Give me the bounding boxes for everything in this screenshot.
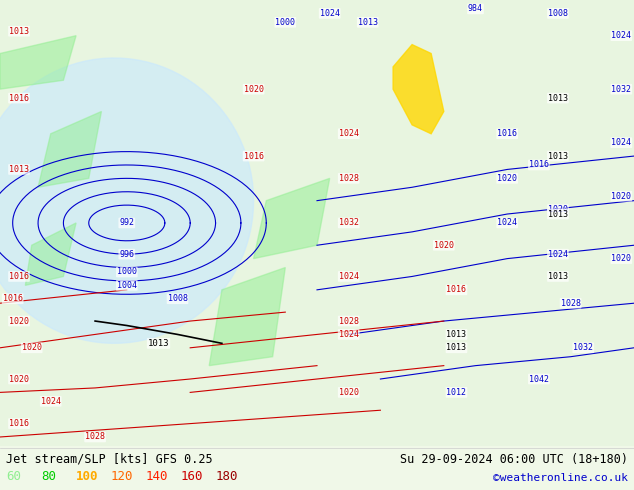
Text: 80: 80 bbox=[41, 470, 56, 483]
Text: 100: 100 bbox=[76, 470, 98, 483]
Text: Su 29-09-2024 06:00 UTC (18+180): Su 29-09-2024 06:00 UTC (18+180) bbox=[399, 453, 628, 466]
Text: 1024: 1024 bbox=[497, 219, 517, 227]
Text: 1028: 1028 bbox=[85, 433, 105, 441]
Text: 1024: 1024 bbox=[339, 129, 359, 138]
Text: 1024: 1024 bbox=[320, 9, 340, 18]
Text: 1000: 1000 bbox=[275, 18, 295, 27]
Text: 1020: 1020 bbox=[434, 241, 454, 250]
Text: 1000: 1000 bbox=[117, 268, 137, 276]
Text: 1013: 1013 bbox=[9, 27, 29, 36]
Text: 1024: 1024 bbox=[548, 250, 568, 259]
Polygon shape bbox=[209, 268, 285, 366]
Polygon shape bbox=[254, 178, 330, 259]
Text: 60: 60 bbox=[6, 470, 22, 483]
Text: 1012: 1012 bbox=[446, 388, 467, 397]
Polygon shape bbox=[0, 36, 76, 89]
Text: 1016: 1016 bbox=[446, 285, 467, 294]
Text: 1028: 1028 bbox=[339, 174, 359, 183]
Text: 1016: 1016 bbox=[9, 419, 29, 428]
Text: 992: 992 bbox=[119, 219, 134, 227]
Text: 1013: 1013 bbox=[9, 165, 29, 174]
Text: 1004: 1004 bbox=[117, 281, 137, 290]
Text: 1013: 1013 bbox=[548, 210, 568, 219]
Text: 1013: 1013 bbox=[446, 330, 467, 339]
Text: 1013: 1013 bbox=[548, 272, 568, 281]
Text: 1020: 1020 bbox=[611, 254, 631, 263]
Text: 1020: 1020 bbox=[339, 388, 359, 397]
Text: 1013: 1013 bbox=[548, 151, 568, 161]
Text: 1020: 1020 bbox=[22, 343, 42, 352]
Text: 1020: 1020 bbox=[548, 205, 568, 214]
Text: 1008: 1008 bbox=[167, 294, 188, 303]
Polygon shape bbox=[38, 112, 101, 187]
Text: 1020: 1020 bbox=[243, 85, 264, 94]
Text: ©weatheronline.co.uk: ©weatheronline.co.uk bbox=[493, 473, 628, 483]
Text: 996: 996 bbox=[119, 250, 134, 259]
Text: Jet stream/SLP [kts] GFS 0.25: Jet stream/SLP [kts] GFS 0.25 bbox=[6, 453, 213, 466]
Text: 1032: 1032 bbox=[573, 343, 593, 352]
Text: 1020: 1020 bbox=[497, 174, 517, 183]
Polygon shape bbox=[25, 223, 76, 285]
Text: 160: 160 bbox=[181, 470, 203, 483]
Text: 1042: 1042 bbox=[529, 374, 549, 384]
Text: 1024: 1024 bbox=[41, 397, 61, 406]
Text: 1024: 1024 bbox=[339, 272, 359, 281]
Text: 1016: 1016 bbox=[497, 129, 517, 138]
Text: 1016: 1016 bbox=[9, 94, 29, 102]
Text: 1016: 1016 bbox=[3, 294, 23, 303]
Polygon shape bbox=[0, 58, 254, 343]
Text: 1008: 1008 bbox=[548, 9, 568, 18]
Text: 1032: 1032 bbox=[339, 219, 359, 227]
Text: 1032: 1032 bbox=[611, 85, 631, 94]
Text: 1016: 1016 bbox=[243, 151, 264, 161]
Text: 1020: 1020 bbox=[9, 317, 29, 325]
Text: 180: 180 bbox=[216, 470, 238, 483]
Polygon shape bbox=[393, 45, 444, 134]
Text: 1013: 1013 bbox=[358, 18, 378, 27]
Text: 1024: 1024 bbox=[611, 31, 631, 40]
Text: 1020: 1020 bbox=[9, 374, 29, 384]
Text: 1024: 1024 bbox=[611, 138, 631, 147]
Text: 1020: 1020 bbox=[611, 192, 631, 201]
Text: 1028: 1028 bbox=[339, 317, 359, 325]
Text: 140: 140 bbox=[146, 470, 168, 483]
Text: 1013: 1013 bbox=[446, 343, 467, 352]
Text: 1013: 1013 bbox=[548, 94, 568, 102]
Text: 1028: 1028 bbox=[560, 299, 581, 308]
Text: 1016: 1016 bbox=[529, 161, 549, 170]
Text: 120: 120 bbox=[111, 470, 133, 483]
Text: 1024: 1024 bbox=[339, 330, 359, 339]
Text: 984: 984 bbox=[468, 4, 483, 13]
Text: 1016: 1016 bbox=[9, 272, 29, 281]
Text: 1013: 1013 bbox=[148, 339, 169, 348]
